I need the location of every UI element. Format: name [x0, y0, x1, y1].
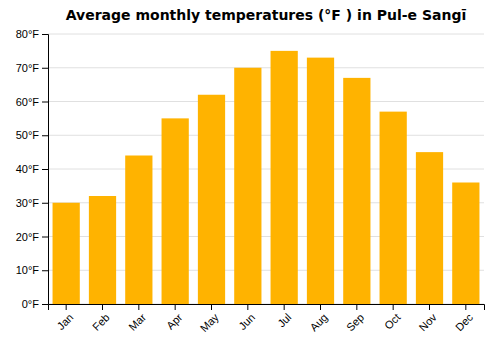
x-tick-label: Sep: [344, 311, 366, 333]
y-tick-mark: [42, 203, 48, 204]
x-tick-mark: [465, 304, 466, 310]
bar: [234, 68, 261, 304]
x-tick-label: May: [198, 311, 222, 335]
bar: [380, 112, 407, 304]
x-tick: Sep: [344, 304, 366, 333]
x-tick: May: [198, 304, 222, 334]
y-tick-mark: [42, 34, 48, 35]
y-tick: 0°F: [22, 298, 48, 310]
grid-line: [48, 34, 484, 35]
x-tick-label: Jul: [275, 311, 293, 329]
x-tick-label: Dec: [453, 311, 476, 334]
y-tick-mark: [42, 169, 48, 170]
x-tick-mark: [284, 304, 285, 310]
bar: [343, 78, 370, 304]
y-tick: 20°F: [16, 231, 48, 243]
y-tick: 70°F: [16, 62, 48, 74]
y-tick-mark: [42, 135, 48, 136]
x-tick-mark: [247, 304, 248, 310]
title: Average monthly temperatures (°F ) in Pu…: [66, 7, 467, 23]
x-tick-mark: [138, 304, 139, 310]
x-tick: Jul: [275, 304, 293, 330]
bar: [452, 183, 479, 305]
x-tick: Jun: [236, 304, 257, 332]
x-tick-label: Apr: [164, 311, 185, 332]
y-tick-label: 80°F: [16, 28, 40, 40]
y-tick-label: 10°F: [16, 264, 40, 276]
bar: [271, 51, 298, 304]
y-tick: 50°F: [16, 129, 48, 141]
y-axis-line: [42, 35, 49, 305]
y-tick-label: 40°F: [16, 163, 40, 175]
x-tick-mark: [356, 304, 357, 310]
y-tick: 40°F: [16, 163, 48, 175]
bars: [53, 51, 480, 304]
x-tick-mark: [66, 304, 67, 310]
x-tick: Feb: [90, 304, 112, 333]
x-tick-label: Jun: [236, 311, 257, 332]
y-tick-mark: [42, 68, 48, 69]
x-tick-label: Mar: [126, 311, 148, 333]
grid: [48, 34, 484, 304]
x-tick-mark: [211, 304, 212, 310]
y-axis: 0°F 10°F 20°F 30°F 40°F 50°F 60°F 70°F 80°F: [16, 28, 49, 310]
x-tick: Aug: [308, 304, 330, 333]
x-tick-label: Nov: [417, 311, 440, 334]
y-tick-label: 50°F: [16, 129, 40, 141]
grid-line: [48, 135, 484, 136]
chart: 0°F 10°F 20°F 30°F 40°F 50°F 60°F 70°F 80°F Jan Fe…: [0, 0, 500, 350]
bar: [89, 196, 116, 304]
grid-line: [48, 67, 484, 68]
y-tick-label: 0°F: [22, 298, 40, 310]
y-tick-mark: [42, 304, 48, 305]
x-tick-mark: [102, 304, 103, 310]
x-tick-mark: [393, 304, 394, 310]
x-tick-mark: [320, 304, 321, 310]
grid-line: [48, 101, 484, 102]
y-tick-mark: [42, 102, 48, 103]
x-tick-label: Feb: [90, 311, 112, 333]
y-tick: 80°F: [16, 28, 48, 40]
x-tick: Nov: [417, 304, 440, 333]
x-tick-label: Oct: [382, 311, 403, 332]
x-tick: Apr: [164, 304, 185, 332]
x-tick-label: Aug: [308, 311, 330, 333]
x-tick: Mar: [126, 304, 148, 333]
bar: [125, 156, 152, 305]
y-tick-label: 60°F: [16, 96, 40, 108]
y-tick-mark: [42, 237, 48, 238]
y-tick-label: 20°F: [16, 231, 40, 243]
x-axis: Jan Feb Mar Apr May Jun Jul Aug Sep Oct Nov Dec: [49, 304, 485, 334]
x-axis-line: [49, 305, 485, 311]
y-tick-mark: [42, 270, 48, 271]
bar: [307, 58, 334, 304]
x-tick: Jan: [54, 304, 75, 332]
y-tick: 30°F: [16, 197, 48, 209]
x-tick-mark: [175, 304, 176, 310]
y-tick-label: 30°F: [16, 197, 40, 209]
bar: [162, 118, 189, 304]
y-tick-label: 70°F: [16, 62, 40, 74]
x-tick-mark: [429, 304, 430, 310]
bar: [416, 152, 443, 304]
x-tick: Oct: [382, 304, 403, 332]
bar: [53, 203, 80, 304]
y-tick: 10°F: [16, 264, 48, 276]
bar: [198, 95, 225, 304]
x-tick: Dec: [453, 304, 476, 333]
y-tick: 60°F: [16, 96, 48, 108]
x-tick-label: Jan: [54, 311, 75, 332]
plot: 0°F 10°F 20°F 30°F 40°F 50°F 60°F 70°F 80°F Jan Fe…: [16, 28, 485, 334]
